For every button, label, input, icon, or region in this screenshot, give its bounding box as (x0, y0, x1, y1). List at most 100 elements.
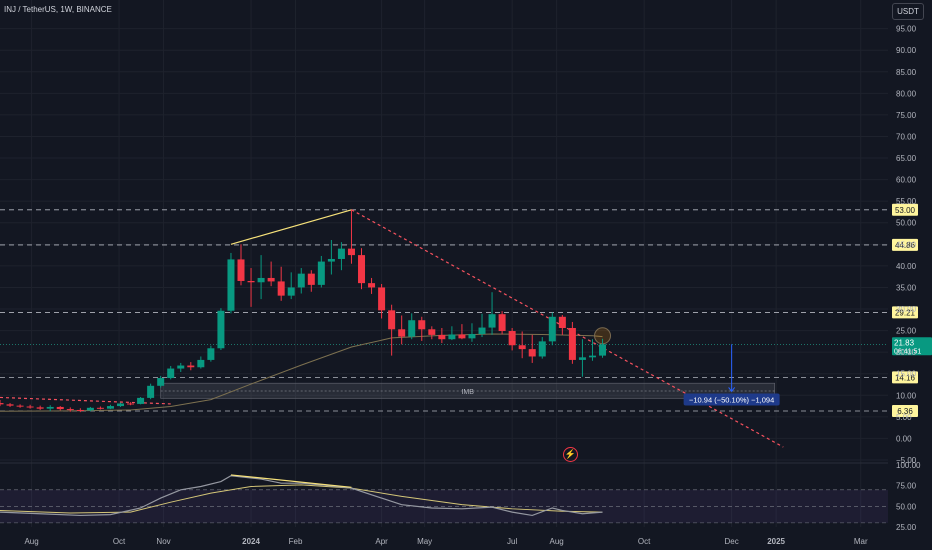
y-tick-label: 10.00 (896, 391, 917, 400)
x-tick-label: Aug (24, 537, 38, 546)
drawings: −10.94 (−50.10%) −1,094 (0, 209, 784, 448)
candle-body (267, 277, 275, 282)
x-tick-label: Aug (549, 537, 563, 546)
measure-box (683, 393, 780, 406)
y-tick-label: 40.00 (896, 262, 917, 271)
symbol-title: INJ / TetherUS, 1W, BINANCE (4, 5, 112, 14)
price-level-label: 44.86 (895, 241, 916, 250)
price-level-label: 6.36 (897, 407, 913, 416)
y-tick-label: −5.00 (896, 456, 917, 465)
time-axis[interactable]: Aug Oct Nov 2024 Feb Apr May Jul Aug Oct Dec 2025 Ma… (24, 537, 868, 546)
candle-body (36, 407, 44, 409)
candle-body (6, 404, 14, 406)
candle-body (558, 316, 566, 328)
candle-body (378, 287, 386, 311)
y-tick-label: 90.00 (896, 46, 917, 55)
x-tick-label: May (417, 537, 432, 546)
currency-button[interactable]: USDT (892, 3, 924, 20)
x-tick-label: Feb (289, 537, 303, 546)
rsi-tick-label: 25.00 (896, 523, 917, 532)
y-tick-label: 25.00 (896, 327, 917, 336)
y-tick-label: 75.00 (896, 111, 917, 120)
candle-body (438, 334, 446, 340)
candle-body (337, 248, 345, 259)
x-tick-label: Dec (725, 537, 739, 546)
x-tick-label: Nov (156, 537, 170, 546)
candle-body (307, 273, 315, 285)
y-tick-label: 55.00 (896, 197, 917, 206)
y-tick-label: 0.00 (896, 434, 912, 443)
candle-body (428, 329, 436, 335)
candle-body (528, 349, 536, 357)
y-tick-label: 70.00 (896, 132, 917, 141)
candle-body (347, 248, 355, 256)
y-tick-label: 65.00 (896, 154, 917, 163)
price-level-label: 53.00 (895, 206, 916, 215)
rsi-line (0, 475, 603, 517)
candlestick-series (0, 209, 607, 413)
x-tick-label: 2024 (242, 537, 260, 546)
candle-body (418, 320, 426, 330)
candle-body (66, 409, 74, 411)
candle-body (538, 341, 546, 357)
lightning-icon[interactable]: ⚡ (563, 447, 578, 462)
candle-body (297, 273, 305, 288)
candle-body (588, 355, 596, 358)
rsi-tick-label: 75.00 (896, 482, 917, 491)
candle-body (548, 316, 556, 342)
y-tick-label: 60.00 (896, 176, 917, 185)
candle-body (317, 261, 325, 285)
last-price-tag (892, 337, 932, 356)
x-tick-label: Oct (638, 537, 651, 546)
price-level-label: 29.21 (895, 308, 916, 317)
rsi-trendline (230, 474, 352, 488)
candle-body (26, 406, 34, 408)
candle-body (478, 327, 486, 335)
candle-body (518, 345, 526, 350)
imbalance-zone: IMB (160, 382, 776, 399)
y-tick-label: 45.00 (896, 240, 917, 249)
downtrend-line (351, 209, 784, 448)
ma-line (0, 333, 603, 412)
candle-body (599, 344, 607, 356)
y-tick-label: 85.00 (896, 68, 917, 77)
y-tick-label: 80.00 (896, 89, 917, 98)
candle-body (127, 403, 135, 405)
price-level-tag (892, 203, 918, 216)
last-price-label: 21.83 (894, 338, 915, 347)
candle-body (157, 378, 165, 386)
candle-body (76, 409, 84, 411)
candle-body (578, 357, 586, 360)
candle-body (358, 255, 366, 284)
rsi-pane: 100.00 75.00 50.00 25.00 (0, 461, 921, 532)
candle-body (0, 403, 4, 405)
y-tick-label: 50.00 (896, 219, 917, 228)
candle-body (448, 334, 456, 340)
y-tick-label: 20.00 (896, 348, 917, 357)
price-level-tag (892, 404, 918, 417)
candle-body (498, 314, 506, 332)
candle-body (257, 277, 265, 283)
measure-arrowhead (728, 387, 736, 393)
y-tick-label: 95.00 (896, 25, 917, 34)
candle-body (197, 359, 205, 368)
candle-body (187, 365, 195, 368)
candle-body (568, 328, 576, 360)
price-level-tag (892, 371, 918, 384)
candle-body (458, 334, 466, 339)
candle-body (207, 348, 215, 360)
candle-body (277, 281, 285, 296)
x-tick-label: Jul (507, 537, 517, 546)
candle-body (368, 283, 376, 288)
candle-body (398, 329, 406, 337)
x-tick-label: Mar (854, 537, 868, 546)
measure-label: −10.94 (−50.10%) −1,094 (689, 395, 774, 404)
candle-body (327, 258, 335, 262)
price-levels (0, 209, 888, 412)
y-tick-label: 15.00 (896, 370, 917, 379)
candle-body (468, 334, 476, 339)
candle-body (287, 287, 295, 296)
candle-body (46, 406, 54, 409)
